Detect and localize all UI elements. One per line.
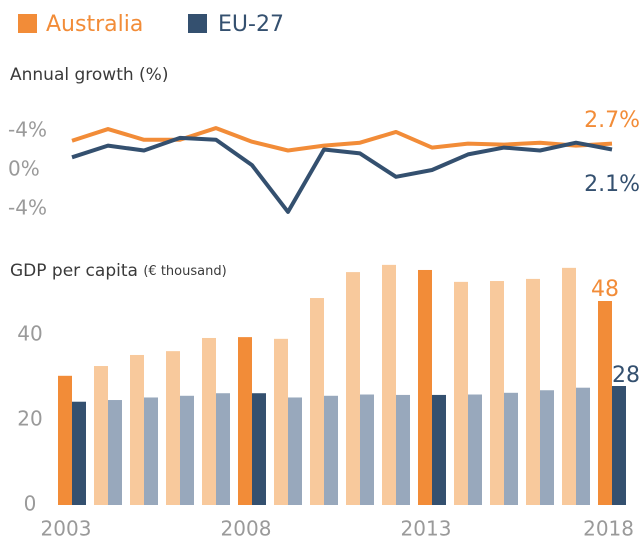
legend-swatch — [18, 14, 37, 33]
bar — [310, 298, 324, 505]
y-tick-label: -4% — [8, 196, 47, 220]
subtitle: (€ thousand) — [143, 264, 226, 279]
bar — [396, 394, 410, 505]
bar — [130, 354, 144, 505]
y-tick-label: 40 — [17, 322, 42, 346]
bar — [382, 264, 396, 505]
growth-line — [71, 135, 613, 214]
bar — [612, 386, 626, 505]
bar — [288, 397, 302, 505]
bar — [144, 397, 158, 505]
bar — [324, 395, 338, 505]
bar — [504, 392, 518, 505]
bar — [418, 269, 432, 505]
legend-swatch — [188, 14, 207, 33]
panel-title: GDP per capita (€ thousand) — [10, 261, 227, 281]
bar — [598, 301, 612, 505]
y-tick-label: -4% — [8, 118, 47, 142]
bar — [360, 394, 374, 505]
bar — [94, 366, 108, 505]
bar — [202, 337, 216, 505]
panel-title: Annual growth (%) — [10, 65, 168, 85]
bar — [274, 338, 288, 505]
bar — [526, 278, 540, 505]
bar — [72, 401, 86, 505]
bar — [432, 394, 446, 505]
growth-line — [71, 126, 613, 153]
bar — [252, 393, 266, 505]
bar — [576, 387, 590, 505]
x-tick-label: 2008 — [221, 517, 272, 541]
bar — [180, 395, 194, 505]
x-tick-label: 2013 — [401, 517, 452, 541]
y-tick-label: 0% — [8, 157, 40, 181]
x-tick-label: 2018 — [583, 517, 634, 541]
value-label: 2.7% — [584, 108, 640, 133]
bar — [166, 351, 180, 505]
value-label: 48 — [591, 277, 619, 302]
x-tick-label: 2003 — [41, 517, 92, 541]
bar — [346, 272, 360, 505]
bar — [216, 393, 230, 505]
legend-label: EU-27 — [218, 12, 284, 37]
y-tick-label: 20 — [17, 407, 42, 431]
value-label: 2.1% — [584, 172, 640, 197]
value-label: 28 — [612, 363, 640, 388]
bar — [562, 267, 576, 505]
bar — [58, 375, 72, 505]
bar — [108, 400, 122, 505]
title: GDP per capita — [10, 261, 138, 281]
bar — [238, 337, 252, 505]
bar — [468, 394, 482, 505]
y-tick-label: 0 — [24, 492, 37, 516]
legend-label: Australia — [46, 12, 143, 37]
bar — [490, 281, 504, 505]
bar — [454, 281, 468, 505]
bar — [540, 390, 554, 505]
